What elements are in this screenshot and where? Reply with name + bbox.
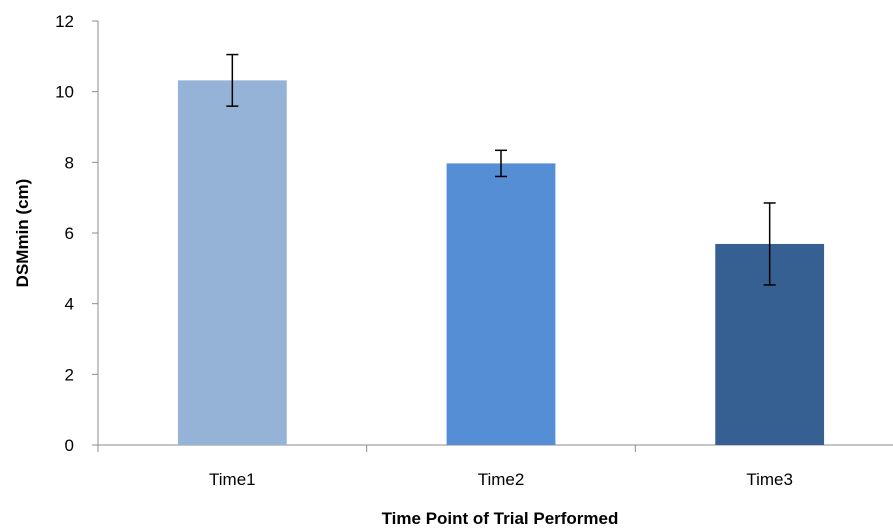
error-bar-time3 (763, 202, 776, 286)
x-tick-label: Time3 (746, 470, 793, 489)
x-tick-label: Time1 (209, 470, 256, 489)
y-ticks: 0 2 4 6 8 10 12 (55, 12, 98, 455)
x-axis-title: Time Point of Trial Performed (382, 509, 619, 528)
y-tick-label: 12 (55, 12, 74, 31)
x-axis: Time1 Time2 Time3 (97, 444, 893, 489)
y-tick-label: 8 (65, 153, 74, 172)
y-tick-label: 10 (55, 83, 74, 102)
y-tick-label: 4 (65, 295, 74, 314)
y-axis-title: DSMmin (cm) (13, 179, 32, 288)
y-tick-label: 0 (65, 436, 74, 455)
error-bar-time2 (495, 149, 507, 178)
x-ticks: Time1 Time2 Time3 (97, 445, 793, 489)
y-tick-label: 6 (65, 224, 74, 243)
y-tick-label: 2 (65, 365, 74, 384)
bars (177, 80, 825, 446)
error-bars (226, 53, 776, 286)
bar-time1 (177, 80, 287, 446)
x-tick-label: Time2 (478, 470, 525, 489)
y-axis: 0 2 4 6 8 10 12 (55, 12, 99, 455)
bar-time2 (446, 163, 556, 446)
error-bar-time1 (226, 53, 239, 107)
